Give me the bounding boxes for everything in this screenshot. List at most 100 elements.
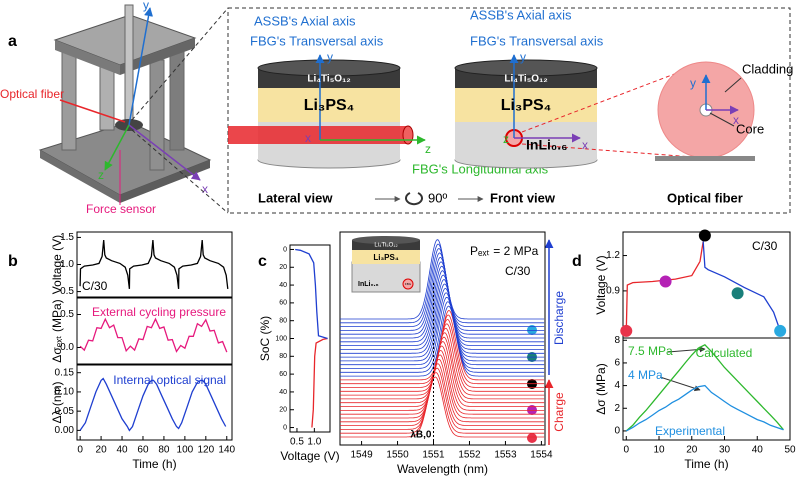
y-tick-label: 0.5 — [60, 286, 74, 297]
x-tick-label: 20 — [96, 445, 108, 456]
x-tick-label: 1552 — [458, 450, 481, 461]
y-tick-label: 40 — [279, 389, 287, 396]
legend-label: Discharge — [552, 291, 566, 345]
fiber-section — [655, 61, 755, 161]
y-tick-label: 1.2 — [606, 250, 620, 261]
rotate-icon — [405, 192, 423, 206]
label: ASSB's Axial axis — [470, 7, 572, 22]
spectrum-trace — [340, 239, 545, 320]
data-line — [702, 241, 781, 332]
spectrum-trace — [340, 287, 545, 362]
x-tick-label: 1549 — [350, 450, 373, 461]
x-tick-label: 1550 — [386, 450, 409, 461]
plot-frame — [76, 297, 233, 365]
spectrum-trace — [340, 358, 545, 423]
axis-label: y — [690, 76, 696, 90]
view-label: Optical fiber — [667, 190, 743, 205]
legend-label: Calculated — [696, 346, 753, 360]
data-line — [295, 248, 328, 340]
panel-label: d — [572, 253, 582, 270]
legend-label: Charge — [552, 392, 566, 432]
annotation: C/30 — [82, 279, 108, 293]
reference-label: λB,0 — [410, 430, 432, 441]
layer-label: Li₄Ti₅O₁₂ — [374, 243, 398, 249]
spectrum-trace — [340, 349, 545, 415]
layer-label: Li₄Ti₅O₁₂ — [504, 74, 547, 85]
plot-frame — [339, 231, 546, 446]
spectrum-trace — [340, 376, 545, 438]
spectrum-trace — [340, 363, 545, 426]
spectrum-trace — [340, 274, 545, 350]
spectrum-trace — [340, 296, 545, 369]
y-tick-label: 80 — [279, 353, 287, 360]
axis-label: y — [143, 0, 149, 12]
y-axis-label: Voltage (V) — [594, 255, 608, 314]
y-tick-label: 4 — [614, 380, 620, 391]
state-marker — [731, 287, 744, 300]
state-marker — [659, 275, 672, 288]
y-tick-label: 0 — [614, 426, 620, 437]
cell-lateral — [228, 54, 426, 169]
layer-label: InLi₀.₆ — [526, 137, 567, 153]
axis-label: y — [327, 50, 333, 64]
plot-frame — [622, 337, 791, 441]
x-tick-label: 60 — [137, 445, 149, 456]
layer-label: Li₃PS₄ — [501, 97, 552, 114]
y-axis-label: Δλ (nm) — [50, 381, 64, 423]
view-label: 90º — [428, 190, 447, 205]
spectrum-trace — [340, 283, 545, 358]
y-tick-label: 0.10 — [55, 387, 75, 398]
y-tick-label: 80 — [279, 318, 287, 325]
annotation: C/30 — [505, 264, 531, 278]
x-axis-label: Voltage (V) — [280, 449, 339, 463]
axis-label: z — [425, 142, 431, 156]
axis-label: y — [520, 50, 526, 64]
y-axis-label: SoC (%) — [258, 316, 272, 361]
spectrum-trace — [340, 310, 545, 381]
plot-frame — [76, 364, 233, 441]
y-tick-label: 6 — [614, 358, 620, 369]
annotation: Pₑₓₜ = 2 MPa — [470, 244, 539, 258]
y-tick-label: 0.5 — [60, 309, 74, 320]
spectrum-trace — [340, 305, 545, 377]
spectrum-trace — [340, 372, 545, 434]
x-axis-label: Wavelength (nm) — [397, 462, 488, 476]
y-tick-label: 0 — [283, 246, 287, 253]
spectrum-trace — [340, 301, 545, 373]
y-tick-label: 0 — [283, 424, 287, 431]
press-drawing — [38, 4, 212, 205]
data-line — [79, 377, 227, 432]
data-line — [311, 337, 328, 428]
x-tick-label: 40 — [116, 445, 128, 456]
y-tick-label: 20 — [279, 264, 287, 271]
layer-label: FBG — [405, 282, 412, 286]
axis-label: z — [98, 168, 104, 182]
axis-label: x — [305, 131, 311, 145]
spectrum-trace — [340, 256, 545, 335]
spectrum-trace — [340, 270, 545, 346]
y-tick-label: 1.5 — [60, 232, 74, 243]
label: FBG's Transversal axis — [250, 33, 384, 48]
x-tick-label: 1551 — [422, 450, 445, 461]
annotation-arrows — [659, 346, 706, 392]
y-tick-label: 0.15 — [55, 367, 75, 378]
annotation: 4 MPa — [628, 368, 663, 382]
spectrum-trace — [340, 341, 545, 407]
zoom-box — [131, 7, 791, 214]
data-line — [79, 240, 229, 289]
panel-label: a — [8, 33, 17, 50]
plot-frame — [289, 244, 331, 433]
label: FBG's Transversal axis — [470, 33, 604, 48]
label: Core — [736, 121, 764, 136]
axis-label: x — [733, 113, 739, 127]
y-axis-label: Voltage (V) — [50, 235, 64, 294]
x-tick-label: 1553 — [494, 450, 517, 461]
y-tick-label: 0.9 — [606, 286, 620, 297]
x-tick-label: 30 — [719, 445, 731, 456]
spectrum-trace — [340, 354, 545, 419]
x-tick-label: 80 — [158, 445, 170, 456]
y-axis-label: Δσ (MPa) — [594, 363, 608, 414]
annotation: Internal optical signal — [113, 373, 226, 387]
spectrum-trace — [340, 345, 545, 411]
